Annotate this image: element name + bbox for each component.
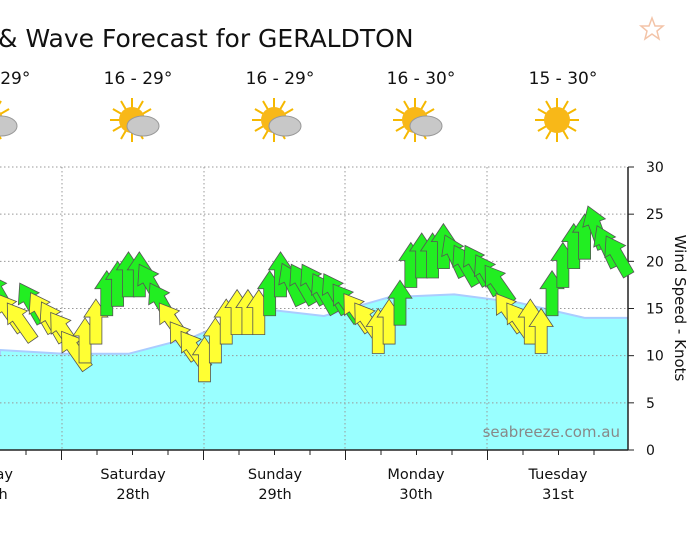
y-tick-label: 5 xyxy=(646,396,655,412)
y-tick-label: 20 xyxy=(646,254,664,270)
sunny-icon xyxy=(535,98,579,142)
y-tick-label: 0 xyxy=(646,443,655,459)
date-label: 29th xyxy=(258,487,291,503)
watermark: seabreeze.com.au xyxy=(483,423,620,441)
wind-arrow xyxy=(528,307,554,354)
temperature-range: 15 - 30° xyxy=(529,69,598,89)
partly-cloudy-icon xyxy=(110,98,160,142)
day-label: Sunday xyxy=(248,467,303,483)
y-tick-label: 25 xyxy=(646,207,664,223)
y-tick-label: 15 xyxy=(646,302,664,318)
temperature-range: 16 - 29° xyxy=(104,69,173,89)
day-label: Saturday xyxy=(100,467,166,483)
day-label: Friday xyxy=(0,467,13,483)
wind-arrow xyxy=(6,302,39,344)
day-label: Tuesday xyxy=(528,467,588,483)
wave-area xyxy=(0,294,628,450)
y-axis-title: Wind Speed - Knots xyxy=(671,235,689,382)
date-label: 28th xyxy=(116,487,149,503)
favourite-star-icon[interactable] xyxy=(638,15,666,41)
partly-cloudy-icon xyxy=(393,98,443,142)
temperature-range: 16 - 29° xyxy=(0,69,30,89)
partly-cloudy-icon xyxy=(252,98,302,142)
page-title: & Wave Forecast for GERALDTON xyxy=(0,24,414,53)
wind-arrow xyxy=(387,279,413,326)
date-label: 30th xyxy=(399,487,432,503)
date-label: 31st xyxy=(542,487,574,503)
wind-arrow xyxy=(604,235,635,279)
y-tick-label: 30 xyxy=(646,160,664,176)
y-tick-label: 10 xyxy=(646,349,664,365)
partly-cloudy-icon xyxy=(0,100,18,140)
temperature-range: 16 - 30° xyxy=(387,69,456,89)
date-label: 27th xyxy=(0,487,8,503)
day-label: Monday xyxy=(387,467,445,483)
temperature-range: 16 - 29° xyxy=(246,69,315,89)
